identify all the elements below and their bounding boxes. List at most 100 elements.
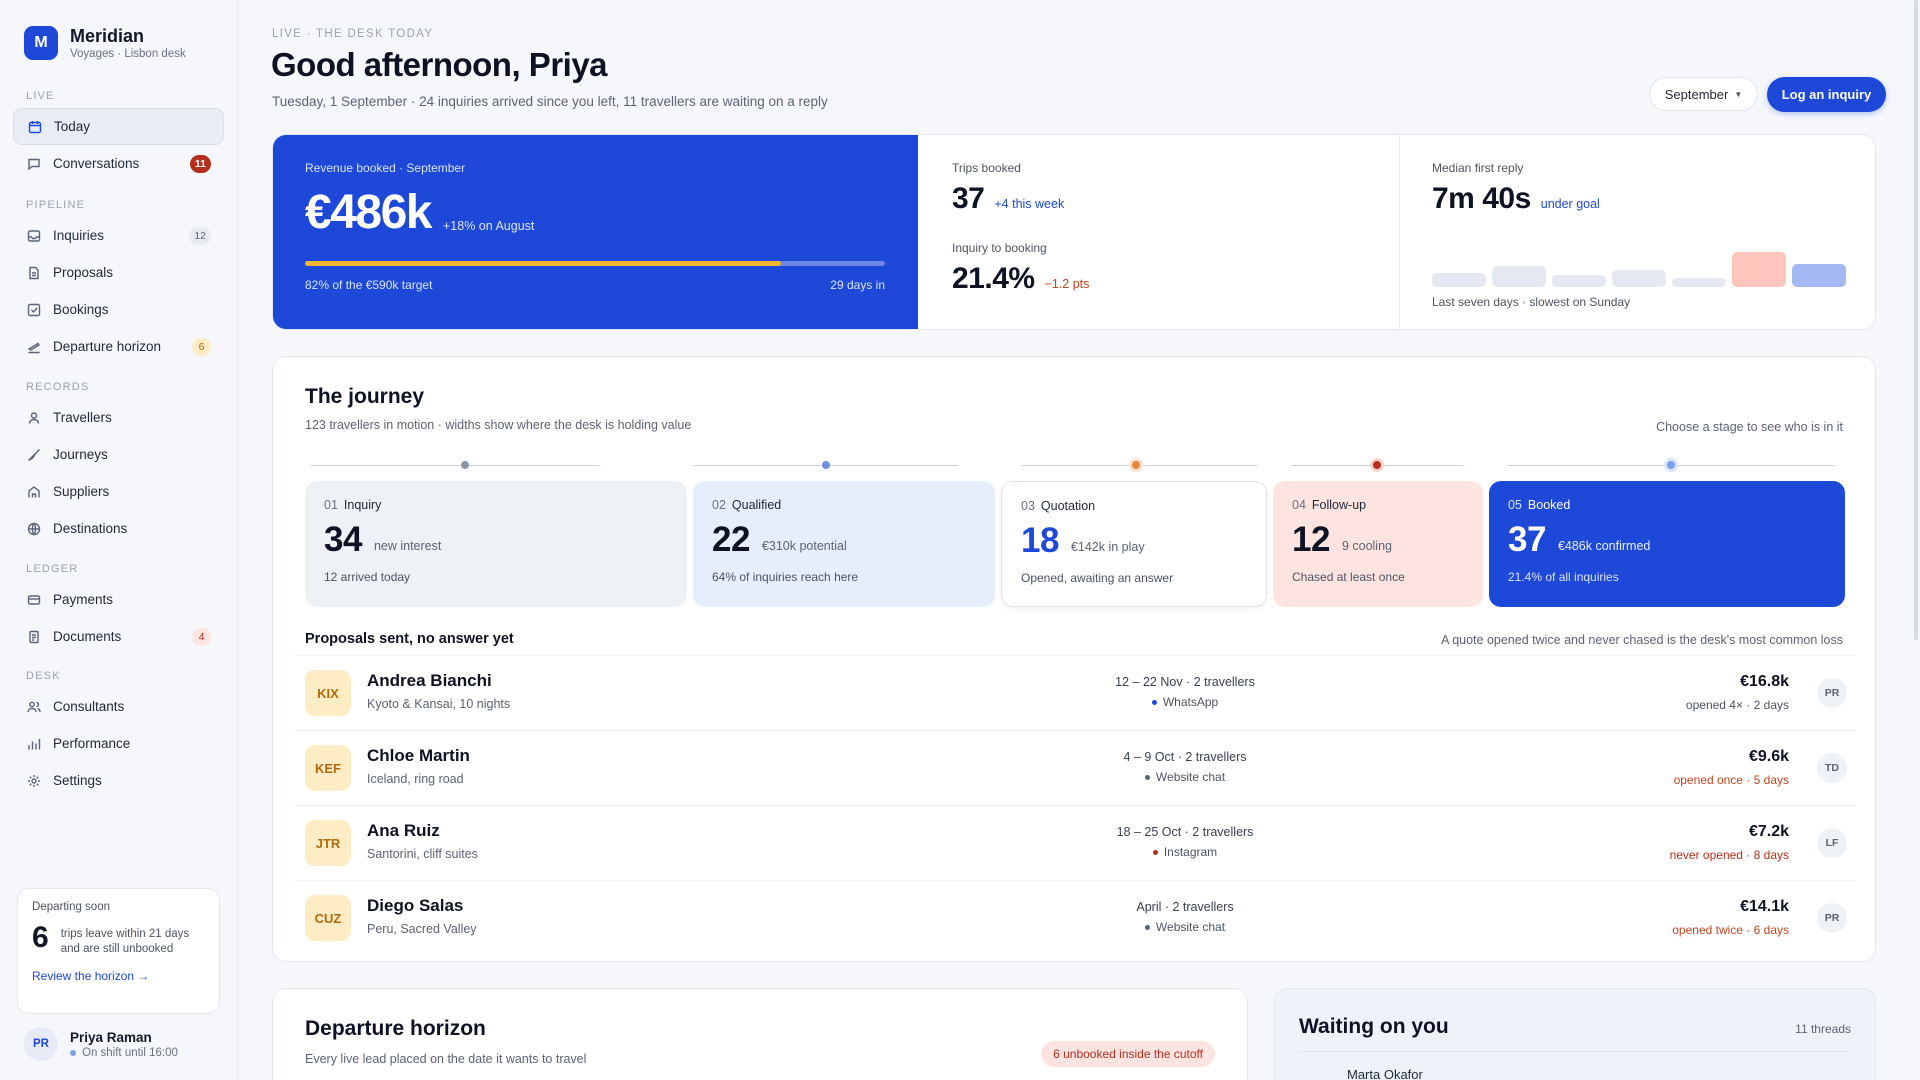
journey-title: The journey (305, 385, 425, 408)
reply-sparkbars (1432, 241, 1852, 287)
channel: Website chat (1155, 770, 1226, 784)
brand-name: Meridian (70, 26, 145, 46)
people-icon (27, 700, 41, 714)
sidebar-item-label: Travellers (53, 410, 112, 425)
stage-value: 12 (1292, 520, 1330, 559)
sidebar-item-travellers[interactable]: Travellers (13, 399, 224, 436)
revenue-kpi[interactable]: Revenue booked · September €486k +18% on… (273, 135, 918, 329)
stage-marker (461, 461, 469, 469)
stage-qualified[interactable]: 02 Qualified 22 €310k potential 64% of inq… (693, 481, 995, 607)
sidebar-item-label: Departure horizon (53, 339, 162, 354)
conversion-delta: −1.2 pts (1044, 277, 1090, 291)
unread-badge: 11 (189, 154, 211, 173)
divider (1299, 1051, 1851, 1052)
brand[interactable]: M Meridian Voyages · Lisbon desk (24, 26, 186, 60)
sidebar-item-performance[interactable]: Performance (13, 725, 224, 762)
count-badge: 6 (192, 337, 211, 356)
sidebar-item-label: Documents (53, 629, 122, 644)
sidebar-item-payments[interactable]: Payments (13, 581, 224, 618)
page-eyebrow: LIVE · THE DESK TODAY (272, 28, 434, 40)
sidebar-item-proposals[interactable]: Proposals (13, 254, 224, 291)
user-profile[interactable]: PR Priya Raman On shift until 16:00 (24, 1027, 178, 1061)
sidebar-item-suppliers[interactable]: Suppliers (13, 473, 224, 510)
stage-name: Inquiry (343, 498, 382, 512)
check-square-icon (27, 303, 41, 317)
inbox-icon (27, 229, 41, 243)
stage-inquiry[interactable]: 01 Inquiry 34 new interest 12 arrived toda… (305, 481, 687, 607)
month-select[interactable]: September ▼ (1649, 77, 1758, 111)
stage-marker (822, 461, 830, 469)
sidebar-item-departure-horizon[interactable]: Departure horizon 6 (13, 328, 224, 365)
trip-dates: April · 2 travellers (1136, 900, 1234, 914)
count-badge: 12 (189, 226, 211, 245)
owner-avatar[interactable]: TD (1817, 753, 1847, 783)
sidebar-item-today[interactable]: Today (13, 108, 224, 145)
plane-icon (27, 340, 41, 354)
stage-foot: Chased at least once (1292, 570, 1405, 584)
sidebar-item-documents[interactable]: Documents 4 (13, 618, 224, 655)
stage-marker (1667, 461, 1675, 469)
log-inquiry-button[interactable]: Log an inquiry (1767, 77, 1886, 112)
count-badge: 4 (192, 627, 211, 646)
journey-hint: Choose a stage to see who is in it (1656, 420, 1843, 434)
stage-meta: €486k confirmed (1557, 539, 1651, 553)
review-horizon-link[interactable]: Review the horizon → (32, 969, 150, 983)
sidebar-item-conversations[interactable]: Conversations 11 (13, 145, 224, 182)
reply-foot: Last seven days · slowest on Sunday (1432, 295, 1631, 309)
unbooked-pill[interactable]: 6 unbooked inside the cutoff (1041, 1041, 1215, 1067)
owner-avatar[interactable]: PR (1817, 678, 1847, 708)
horizon-title: Departure horizon (305, 1017, 486, 1040)
reply-delta: under goal (1540, 197, 1600, 211)
scrollbar[interactable] (1914, 0, 1918, 640)
reply-time-kpi[interactable]: Median first reply 7m 40s under goal Las… (1400, 135, 1875, 329)
sidebar-item-destinations[interactable]: Destinations (13, 510, 224, 547)
proposals-title: Proposals sent, no answer yet (305, 631, 514, 647)
stage-value: 37 (1508, 520, 1546, 559)
trips-delta: +4 this week (994, 197, 1065, 211)
sidebar-item-inquiries[interactable]: Inquiries 12 (13, 217, 224, 254)
channel: Website chat (1155, 920, 1226, 934)
trip-description: Iceland, ring road (367, 772, 464, 786)
nav-section-pipeline: PIPELINE (26, 199, 86, 211)
journey-card: The journey 123 travellers in motion · w… (272, 356, 1876, 962)
sidebar-item-label: Destinations (53, 521, 128, 536)
channel-dot-icon (1152, 849, 1158, 855)
revenue-delta: +18% on August (442, 219, 535, 233)
stage-meta: new interest (373, 539, 442, 553)
stage-quotation[interactable]: 03 Quotation 18 €142k in play Opened, awai… (1001, 481, 1267, 607)
proposal-row[interactable]: KEF Chloe Martin Iceland, ring road 4 – … (295, 730, 1855, 805)
building-icon (27, 485, 41, 499)
sidebar-item-consultants[interactable]: Consultants (13, 688, 224, 725)
reply-bar (1732, 252, 1786, 287)
sidebar-item-journeys[interactable]: Journeys (13, 436, 224, 473)
sidebar-item-label: Payments (53, 592, 114, 607)
owner-avatar[interactable]: LF (1817, 828, 1847, 858)
owner-avatar[interactable]: PR (1817, 903, 1847, 933)
trips-conversion-kpi[interactable]: Trips booked 37 +4 this week Inquiry to … (918, 135, 1400, 329)
revenue-progress-fill (305, 261, 781, 266)
thread-person[interactable]: Marta Okafor (1347, 1067, 1423, 1080)
proposal-row[interactable]: KIX Andrea Bianchi Kyoto & Kansai, 10 ni… (295, 655, 1855, 730)
document-icon (27, 266, 41, 280)
stage-meta: €310k potential (761, 539, 847, 553)
revenue-label: Revenue booked · September (305, 161, 466, 175)
waiting-count: 11 threads (1795, 1022, 1851, 1036)
stage-follow-up[interactable]: 04 Follow-up 12 9 cooling Chased at least … (1273, 481, 1483, 607)
proposal-row[interactable]: CUZ Diego Salas Peru, Sacred Valley Apri… (295, 880, 1855, 955)
proposal-row[interactable]: JTR Ana Ruiz Santorini, cliff suites 18 … (295, 805, 1855, 880)
sidebar-item-label: Suppliers (53, 484, 110, 499)
sidebar-item-bookings[interactable]: Bookings (13, 291, 224, 328)
revenue-progress-bar (305, 261, 885, 266)
route-icon (27, 448, 41, 462)
proposal-amount: €7.2k (1748, 823, 1789, 840)
stage-meta: €142k in play (1070, 540, 1145, 554)
stage-foot: 64% of inquiries reach here (712, 570, 859, 584)
stage-booked[interactable]: 05 Booked 37 €486k confirmed 21.4% of all … (1489, 481, 1845, 607)
month-select-value: September (1664, 86, 1729, 102)
avatar: PR (24, 1027, 58, 1061)
stage-name: Booked (1527, 498, 1571, 512)
reply-bar (1492, 266, 1546, 287)
bar-chart-icon (27, 737, 41, 751)
sidebar-item-settings[interactable]: Settings (13, 762, 224, 799)
journey-subtitle: 123 travellers in motion · widths show w… (305, 418, 692, 432)
